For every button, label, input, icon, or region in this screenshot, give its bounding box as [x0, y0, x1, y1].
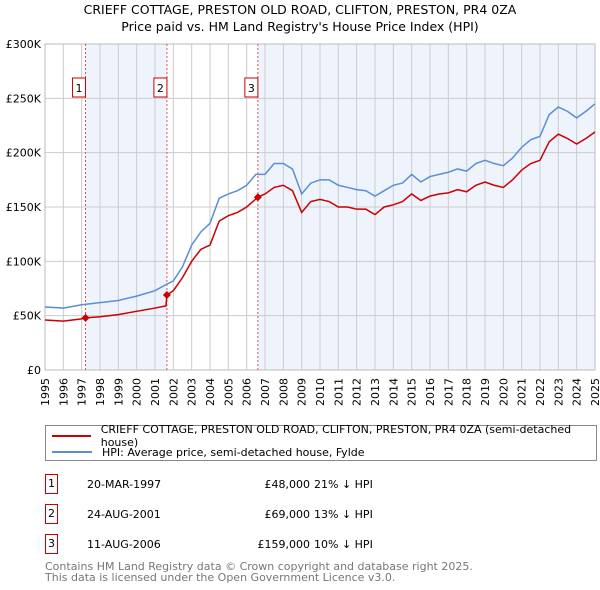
footer-licence: This data is licensed under the Open Gov… [45, 571, 396, 584]
x-tick-label: 1996 [57, 378, 70, 406]
sale-hpi-diff: 10% ↓ HPI [314, 538, 373, 551]
x-tick-label: 1999 [112, 378, 125, 406]
sale-point [81, 313, 90, 322]
sale-badge: 1 [45, 474, 58, 494]
sale-point [162, 291, 171, 300]
x-tick-label: 2022 [534, 378, 547, 406]
y-tick-label: £200K [6, 147, 42, 160]
x-tick-label: 2011 [332, 378, 345, 406]
x-tick-label: 2009 [296, 378, 309, 406]
sale-price: £159,000 [257, 538, 311, 551]
x-tick-label: 2020 [497, 378, 510, 406]
x-tick-label: 1998 [94, 378, 107, 406]
sale-hpi-diff: 13% ↓ HPI [314, 508, 373, 521]
chart-title: CRIEFF COTTAGE, PRESTON OLD ROAD, CLIFTO… [83, 2, 517, 17]
x-tick-label: 2019 [479, 378, 492, 406]
x-tick-label: 2021 [516, 378, 529, 406]
legend-label: HPI: Average price, semi-detached house,… [102, 445, 365, 459]
legend-swatch-red [52, 435, 91, 437]
x-tick-label: 2013 [369, 378, 382, 406]
sale-marker-badge [153, 77, 168, 98]
plot-border [44, 43, 596, 371]
x-tick-label: 2010 [314, 378, 327, 406]
x-tick-label: 2008 [277, 378, 290, 406]
y-tick-label: £0 [27, 364, 41, 377]
x-tick-label: 1997 [76, 378, 89, 406]
x-tick-label: 2012 [351, 378, 364, 406]
legend-item-property: CRIEFF COTTAGE, PRESTON OLD ROAD, CLIFTO… [52, 423, 596, 449]
x-tick-label: 2015 [406, 378, 419, 406]
legend-item-hpi: HPI: Average price, semi-detached house,… [52, 444, 365, 460]
x-tick-label: 2024 [571, 378, 584, 406]
sale-date: 11-AUG-2006 [87, 538, 161, 551]
legend-swatch-blue [52, 451, 92, 453]
y-tick-label: £50K [13, 310, 42, 323]
y-tick-label: £150K [6, 201, 42, 214]
x-tick-label: 2018 [461, 378, 474, 406]
x-tick-label: 2003 [186, 378, 199, 406]
x-tick-label: 2025 [589, 378, 600, 406]
y-tick-label: £100K [6, 255, 42, 268]
sale-marker-label: 1 [76, 82, 83, 95]
x-tick-label: 2000 [131, 378, 144, 406]
sale-price: £48,000 [264, 478, 311, 491]
chart-subtitle: Price paid vs. HM Land Registry's House … [121, 19, 479, 34]
sale-date: 24-AUG-2001 [87, 508, 161, 521]
x-tick-label: 2023 [552, 378, 565, 406]
legend-label: CRIEFF COTTAGE, PRESTON OLD ROAD, CLIFTO… [100, 423, 572, 449]
x-tick-label: 2001 [149, 378, 162, 406]
sale-badge: 3 [45, 534, 58, 554]
x-tick-label: 2016 [424, 378, 437, 406]
sale-price: £69,000 [264, 508, 311, 521]
x-tick-label: 2017 [442, 378, 455, 406]
sale-point [253, 193, 262, 202]
sale-badge: 2 [45, 504, 58, 524]
sale-hpi-diff: 21% ↓ HPI [314, 478, 373, 491]
sale-marker-label: 3 [248, 82, 255, 95]
footer-copyright: Contains HM Land Registry data © Crown c… [45, 560, 473, 573]
sale-marker-label: 2 [157, 82, 164, 95]
x-tick-label: 2002 [167, 378, 180, 406]
series-line [44, 103, 596, 309]
x-tick-label: 2014 [387, 378, 400, 406]
sale-marker-badge [72, 77, 87, 98]
y-tick-label: £300K [6, 38, 42, 51]
plot-area: 1995 1996 1997 1998 1999 2000 2001 2002 2003 2004… [6, 38, 600, 406]
x-tick-label: 2005 [222, 378, 235, 406]
sale-date: 20-MAR-1997 [87, 478, 162, 491]
x-tick-label: 2007 [259, 378, 272, 406]
x-tick-label: 2004 [204, 378, 217, 406]
sale-marker-badge [244, 77, 259, 98]
x-tick-label: 1995 [39, 378, 52, 406]
x-tick-label: 2006 [241, 378, 254, 406]
legend: CRIEFF COTTAGE, PRESTON OLD ROAD, CLIFTO… [45, 423, 597, 461]
y-tick-label: £250K [6, 92, 42, 105]
